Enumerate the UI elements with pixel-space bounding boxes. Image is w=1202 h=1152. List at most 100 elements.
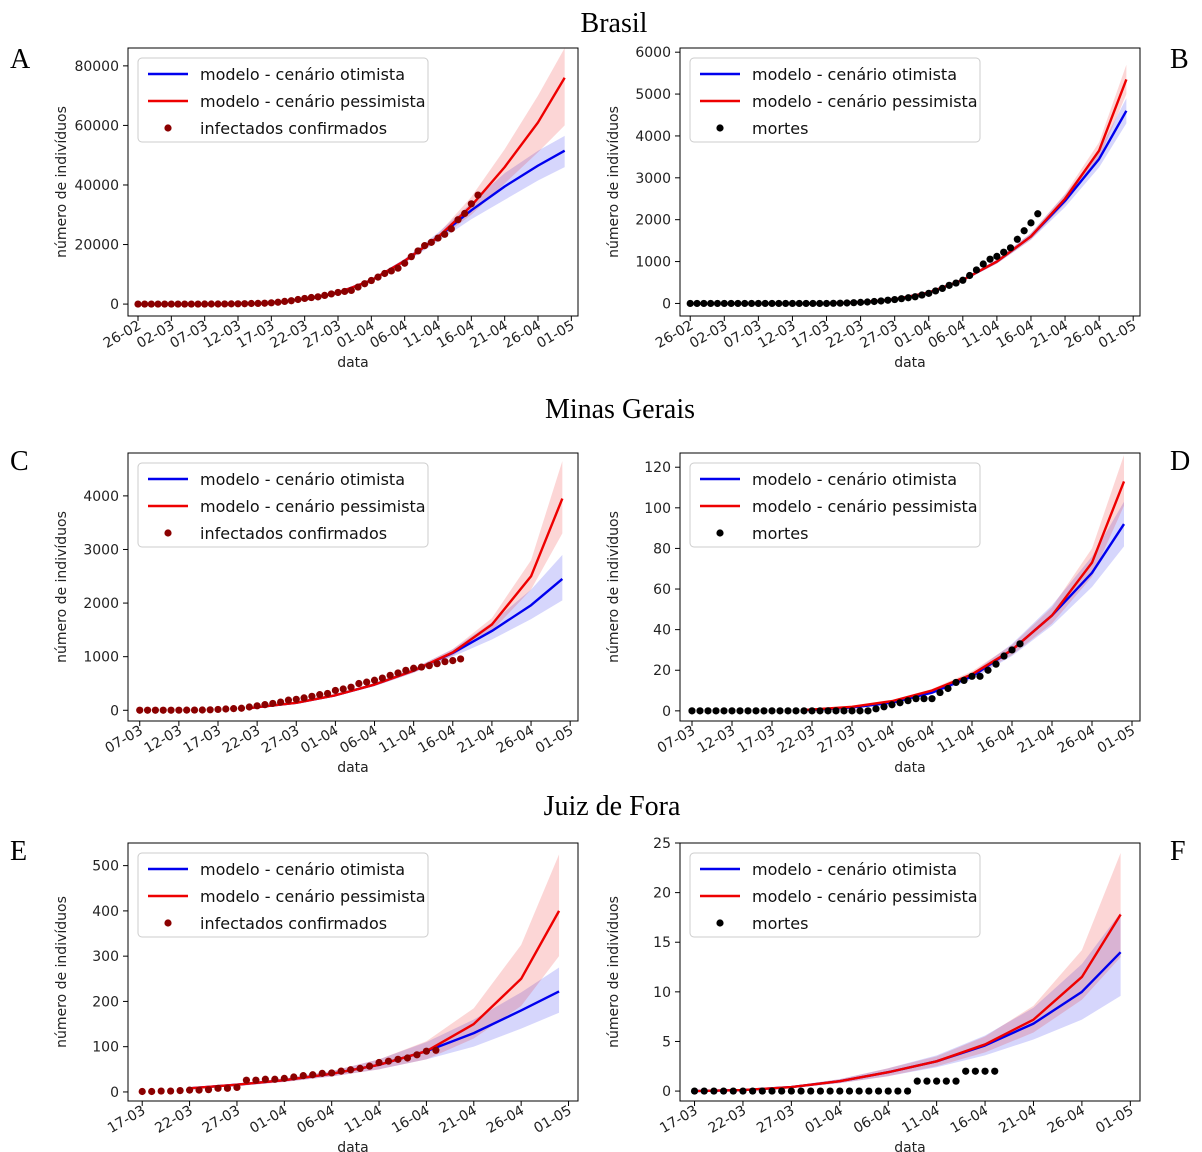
x-tick-label: 21-04 [455, 723, 498, 757]
x-tick-label: 26-04 [1045, 1103, 1088, 1137]
data-point [195, 1086, 203, 1094]
data-point [267, 299, 275, 307]
x-tick-label: 11-04 [960, 318, 1003, 352]
data-point [247, 299, 255, 308]
data-point [387, 267, 395, 275]
data-point [904, 294, 912, 302]
data-point [959, 276, 967, 284]
data-point [221, 300, 229, 308]
legend-entry-label: infectados confirmados [200, 914, 387, 933]
x-tick-label: 07-03 [655, 723, 698, 757]
data-point [194, 300, 202, 308]
data-point [808, 707, 816, 715]
x-tick-label: 22-03 [220, 723, 263, 757]
y-tick-label: 60000 [74, 118, 119, 134]
data-point [207, 300, 215, 308]
data-point [981, 1067, 989, 1075]
data-point [933, 1077, 941, 1085]
data-point [449, 656, 457, 665]
data-point [936, 688, 944, 697]
data-point [993, 252, 1001, 260]
y-tick-label: 20000 [74, 238, 119, 254]
data-point [403, 1054, 412, 1062]
data-point [356, 1064, 364, 1073]
data-point [134, 300, 142, 308]
data-point [925, 289, 933, 297]
data-point [185, 1086, 194, 1094]
data-point [242, 1076, 251, 1084]
y-tick-label: 1000 [83, 650, 119, 666]
data-point [800, 707, 808, 715]
data-point [280, 1074, 288, 1082]
data-point [888, 701, 896, 709]
x-tick-label: 06-04 [367, 318, 410, 352]
x-axis-label: data [337, 355, 369, 371]
panel-letter-f: F [1170, 836, 1186, 867]
data-point [410, 664, 418, 672]
y-tick-label: 0 [662, 704, 671, 720]
data-point [984, 666, 992, 674]
x-tick-label: 27-03 [857, 318, 900, 352]
y-tick-label: 20 [653, 663, 671, 679]
data-point [870, 297, 878, 306]
x-tick-label: 17-03 [105, 1103, 148, 1137]
x-tick-label: 01-04 [892, 318, 935, 352]
y-tick-label: 0 [662, 296, 671, 312]
panel-letter-b: B [1170, 44, 1189, 75]
data-point [891, 295, 899, 304]
data-point [241, 300, 249, 308]
x-tick-label: 01-04 [803, 1103, 846, 1137]
data-point [321, 291, 329, 300]
x-tick-label: 01-05 [1096, 318, 1139, 352]
legend-entry-label: modelo - cenário otimista [752, 65, 957, 84]
x-tick-label: 16-04 [434, 318, 477, 352]
data-point [151, 706, 159, 714]
legend-box [137, 852, 429, 938]
y-tick-label: 120 [644, 460, 671, 476]
y-tick-label: 80 [653, 541, 671, 557]
data-point [855, 1087, 863, 1095]
y-tick-label: 4000 [635, 129, 671, 145]
x-tick-label: 11-04 [935, 723, 978, 757]
data-point [222, 705, 230, 713]
data-point [778, 1087, 786, 1095]
data-point [840, 707, 848, 715]
data-point [381, 269, 389, 278]
data-point [154, 300, 162, 308]
data-point [826, 1087, 834, 1095]
data-point [161, 300, 169, 308]
data-point [727, 299, 735, 308]
x-tick-label: 02-03 [687, 318, 730, 352]
x-tick-label: 26-04 [501, 318, 544, 352]
data-point [952, 1077, 960, 1085]
data-point [768, 707, 776, 715]
data-point [1034, 210, 1042, 218]
y-tick-label: 3000 [83, 542, 119, 558]
data-point [433, 660, 441, 668]
data-point [728, 707, 736, 715]
x-tick-label: 26-02 [101, 318, 144, 352]
data-point [736, 707, 744, 715]
legend-entry-label: modelo - cenário otimista [752, 470, 957, 489]
data-point [836, 1087, 844, 1095]
x-tick-label: 07-03 [721, 318, 764, 352]
x-tick-label: 12-03 [755, 318, 798, 352]
data-point [713, 299, 722, 308]
x-tick-label: 11-04 [401, 318, 444, 352]
y-tick-label: 6000 [635, 45, 671, 61]
data-point [802, 299, 810, 308]
data-point [457, 655, 465, 663]
x-tick-label: 01-04 [298, 723, 341, 757]
data-point [904, 697, 912, 705]
data-point [375, 1058, 383, 1067]
x-tick-label: 01-05 [1093, 1103, 1136, 1137]
data-point [894, 1087, 902, 1095]
data-point [309, 1071, 317, 1079]
data-point [323, 689, 332, 698]
data-point [294, 295, 302, 304]
data-point [816, 1087, 825, 1095]
data-point [809, 299, 817, 308]
data-point [896, 699, 904, 707]
data-point [758, 1087, 766, 1095]
data-point [274, 298, 282, 306]
